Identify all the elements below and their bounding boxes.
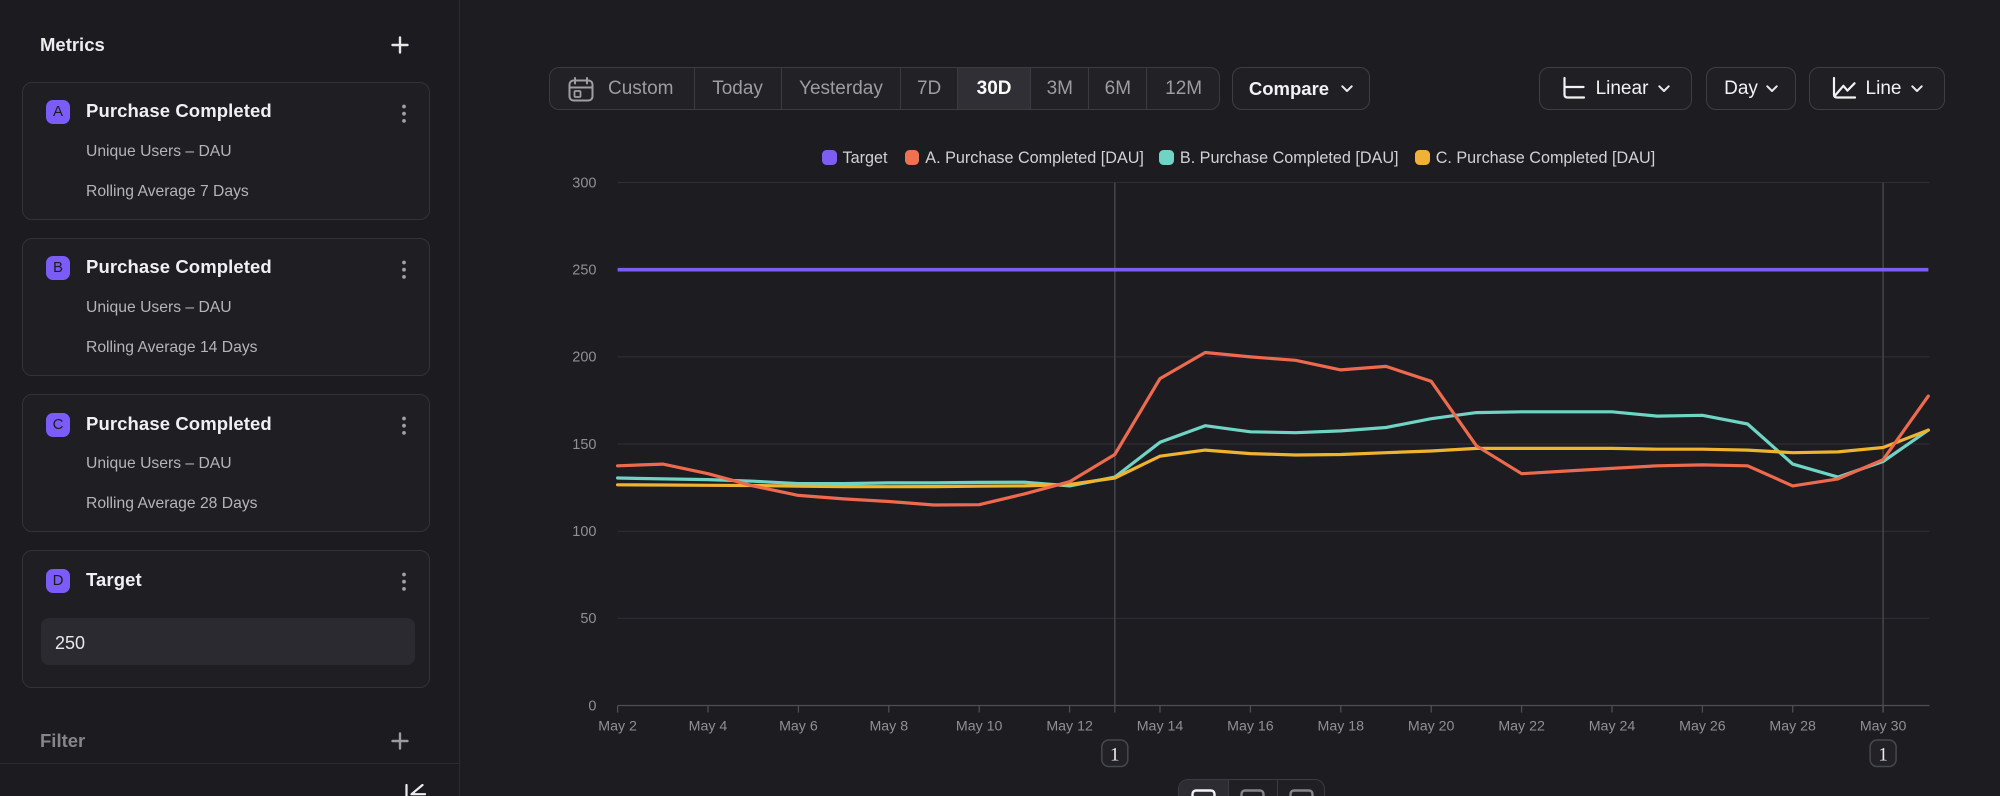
svg-text:150: 150 (572, 437, 596, 453)
svg-text:May 24: May 24 (1589, 719, 1636, 735)
svg-text:May 28: May 28 (1769, 719, 1816, 735)
svg-text:300: 300 (572, 175, 596, 191)
svg-text:200: 200 (572, 350, 596, 366)
svg-text:May 6: May 6 (779, 719, 818, 735)
svg-text:250: 250 (572, 263, 596, 279)
svg-text:May 8: May 8 (869, 719, 908, 735)
svg-text:0: 0 (588, 698, 596, 714)
svg-text:May 16: May 16 (1227, 719, 1274, 735)
svg-text:May 12: May 12 (1046, 719, 1093, 735)
svg-text:May 22: May 22 (1498, 719, 1545, 735)
svg-text:May 4: May 4 (689, 719, 728, 735)
svg-text:May 14: May 14 (1137, 719, 1184, 735)
svg-text:May 2: May 2 (598, 719, 637, 735)
svg-text:100: 100 (572, 524, 596, 540)
svg-text:1: 1 (1110, 745, 1120, 766)
svg-text:50: 50 (580, 611, 596, 627)
svg-text:May 26: May 26 (1679, 719, 1726, 735)
svg-text:1: 1 (1878, 745, 1888, 766)
svg-text:May 20: May 20 (1408, 719, 1455, 735)
svg-text:May 18: May 18 (1318, 719, 1365, 735)
svg-text:May 10: May 10 (956, 719, 1003, 735)
svg-text:May 30: May 30 (1860, 719, 1907, 735)
